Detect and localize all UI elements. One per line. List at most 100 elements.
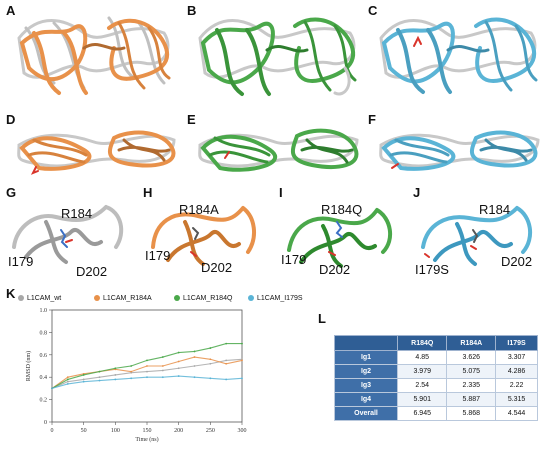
series-point-0: [66, 380, 69, 383]
table-cell: 3.626: [446, 350, 497, 365]
residue-label-g-right: D202: [76, 264, 107, 279]
series-point-3: [114, 378, 117, 381]
x-tick-label: 0: [51, 428, 54, 434]
series-point-2: [209, 347, 212, 349]
legend-item-wt: L1CAM_wt: [18, 295, 61, 302]
table-cell: 5.315: [495, 392, 538, 407]
series-point-2: [225, 342, 228, 345]
legend-item-r184a: L1CAM_R184A: [94, 295, 152, 302]
table-row-header: Ig2: [334, 364, 398, 379]
series-point-3: [225, 378, 228, 381]
series-point-1: [66, 376, 69, 379]
residue-label-j-right: D202: [501, 254, 532, 269]
closeup-g-wt: R184 I179 D202: [6, 192, 136, 280]
series-point-3: [161, 376, 164, 379]
series-point-2: [130, 365, 133, 367]
series-point-0: [146, 370, 148, 373]
table-row: Ig4 5.901 5.887 5.315: [334, 392, 538, 407]
panel-label-k: K: [6, 286, 16, 301]
y-tick-label: 0.2: [40, 398, 48, 404]
legend-dot-r184a: [94, 295, 100, 302]
residue-label-j-top: R184: [479, 202, 510, 217]
legend-dot-i179s: [248, 295, 254, 302]
panel-label-f: F: [368, 112, 376, 127]
table-header-cell: R184Q: [396, 335, 448, 351]
series-point-2: [177, 351, 180, 354]
panel-label-j: J: [413, 185, 421, 200]
table-cell: 6.945: [396, 406, 448, 421]
series-point-1: [225, 362, 228, 365]
table-cell: 5.887: [446, 392, 497, 407]
table-cell: 2.22: [495, 378, 538, 393]
series-point-3: [241, 377, 243, 380]
x-tick-label: 250: [206, 428, 215, 434]
rmsd-chart-svg: 0 50 100 150 200 250 300 0 0.2 0.4 0.6 0.8 1.0 Time (…: [25, 308, 247, 443]
series-point-2: [114, 367, 117, 370]
table-cell: 3.307: [495, 350, 538, 365]
structure-b-wt-vs-r184q: [195, 8, 365, 108]
series-point-1: [209, 358, 212, 361]
table-header-cell: [334, 335, 398, 351]
table-row-header: Ig3: [334, 378, 398, 393]
residue-label-i-top: R184Q: [321, 202, 362, 217]
panel-label-h: H: [143, 185, 153, 200]
panel-label-b: B: [187, 3, 197, 18]
table-cell: 4.85: [396, 350, 448, 365]
panel-label-l: L: [318, 311, 326, 326]
y-tick-label: 0.4: [40, 375, 48, 381]
series-point-3: [82, 380, 85, 383]
residue-label-h-left: I179: [145, 248, 170, 263]
y-axis-label: RMSD (nm): [25, 351, 32, 381]
structure-a-wt-vs-r184a: [14, 8, 179, 108]
residue-label-g-top: R184: [61, 206, 92, 221]
legend-dot-wt: [18, 295, 24, 302]
legend-dot-r184q: [174, 295, 180, 302]
table-row-header: Ig4: [334, 392, 398, 407]
table-header-cell: I179S: [495, 335, 538, 351]
structure-e-side-r184q: [195, 120, 365, 180]
series-point-0: [209, 362, 212, 365]
y-tick-label: 1.0: [40, 308, 48, 314]
series-line-1: [51, 356, 243, 389]
structure-c-wt-vs-i179s: [376, 8, 544, 108]
table-row: Overall 6.945 5.868 4.544: [334, 406, 538, 421]
structure-d-side-r184a: [14, 120, 179, 180]
series-point-2: [66, 378, 69, 381]
legend-label-r184a: L1CAM_R184A: [103, 295, 152, 302]
series-point-1: [130, 370, 133, 373]
rmsd-table: R184Q R184A I179S Ig1 4.85 3.626 3.307 I…: [334, 335, 538, 421]
legend-label-r184q: L1CAM_R184Q: [183, 295, 233, 302]
series-point-1: [177, 360, 180, 363]
table-cell: 2.54: [396, 378, 448, 393]
panel-label-g: G: [6, 185, 17, 200]
residue-label-j-left: I179S: [415, 262, 449, 277]
table-header-row: R184Q R184A I179S: [334, 335, 538, 351]
series-point-3: [177, 375, 180, 377]
series-point-1: [241, 359, 243, 362]
series-point-0: [114, 374, 117, 376]
x-tick-label: 150: [143, 428, 152, 434]
series-point-3: [130, 377, 133, 380]
table-row: Ig2 3.979 5.075 4.286: [334, 364, 538, 379]
series-point-1: [146, 365, 148, 367]
y-tick-label: 0.6: [40, 353, 48, 359]
legend-item-i179s: L1CAM_I179S: [248, 295, 303, 302]
series-point-0: [193, 365, 196, 367]
series-point-0: [161, 369, 164, 372]
table-header-cell: R184A: [446, 335, 497, 351]
residue-label-h-right: D202: [201, 260, 232, 275]
table-cell: 5.075: [446, 364, 497, 379]
panel-label-i: I: [279, 185, 283, 200]
x-tick-label: 300: [238, 428, 247, 434]
series-point-2: [161, 356, 164, 358]
series-point-2: [241, 342, 243, 345]
series-point-2: [146, 359, 148, 362]
table-row-header: Overall: [334, 406, 398, 421]
series-point-3: [209, 377, 212, 380]
residue-label-h-top: R184A: [179, 202, 219, 217]
series-point-0: [177, 367, 180, 370]
series-line-0: [51, 358, 243, 389]
series-point-0: [98, 376, 101, 379]
series-point-1: [161, 365, 164, 367]
series-point-3: [193, 376, 196, 379]
